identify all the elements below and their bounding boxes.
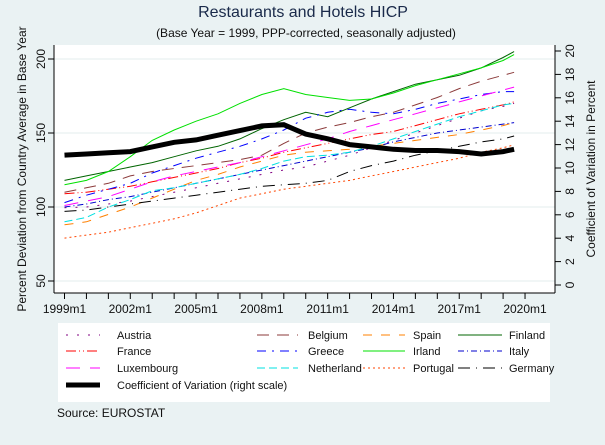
legend-label-coefficient: Coefficient of Variation (right scale) [117,380,287,392]
x-tick-label: 2020m1 [503,302,547,316]
series-line-italy [64,122,515,208]
y2-tick-label: 4 [563,235,577,242]
y-tick-label: 50 [34,274,48,288]
legend-label-netherland: Netherland [308,363,362,375]
legend-label-germany: Germany [509,363,555,375]
y2-tick-label: 16 [563,91,577,105]
series-line-luxembourg [64,86,515,206]
y-axis-label: Percent Deviation from Country Average i… [15,26,29,311]
x-tick-label: 2008m1 [240,302,284,316]
y2-tick-label: 6 [563,211,577,218]
legend-label-austria: Austria [117,330,152,342]
source-note: Source: EUROSTAT [57,406,166,420]
x-tick-label: 2017m1 [438,302,482,316]
y2-tick-label: 8 [563,188,577,195]
legend-label-belgium: Belgium [308,330,348,342]
series-line-france [64,101,515,195]
x-tick-label: 1999m1 [43,302,87,316]
series-line-portugal [64,144,515,239]
plot-area [54,45,555,293]
series-line-netherland [64,102,515,223]
legend-label-luxembourg: Luxembourg [117,363,178,375]
legend-label-finland: Finland [509,330,545,342]
x-tick-label: 2005m1 [174,302,218,316]
x-tick-label: 2002m1 [109,302,153,316]
chart-title: Restaurants and Hotels HICP [198,4,408,21]
x-tick-label: 2011m1 [306,302,349,316]
y2-tick-label: 10 [563,161,577,175]
legend-label-portugal: Portugal [413,363,454,375]
y2-tick-label: 0 [563,281,577,288]
y-tick-label: 150 [34,123,48,143]
legend-box [58,323,550,402]
legend: Austria Belgium Spain Finland France Greece Ir… [66,330,555,392]
legend-label-spain: Spain [413,330,441,342]
x-tick-label: 2014m1 [372,302,416,316]
y2-tick-label: 14 [563,114,577,128]
series-line-coefficient [64,122,515,158]
series-line-germany [64,135,515,212]
legend-label-italy: Italy [509,346,530,358]
y-tick-label: 100 [34,197,48,217]
y2-tick-label: 20 [563,44,577,58]
y2-tick-label: 18 [563,67,577,81]
legend-label-france: France [117,346,151,358]
y-tick-label: 200 [34,49,48,69]
y2-axis-label: Coefficient of Variation in Percent [584,80,598,258]
series-line-finland [64,51,515,181]
y2-tick-label: 12 [563,138,577,152]
series-line-austria [64,102,515,209]
legend-label-greece: Greece [308,346,344,358]
legend-label-irland: Irland [413,346,441,358]
y2-tick-label: 2 [563,258,577,265]
chart-subtitle: (Base Year = 1999, PPP-corrected, season… [156,26,456,40]
